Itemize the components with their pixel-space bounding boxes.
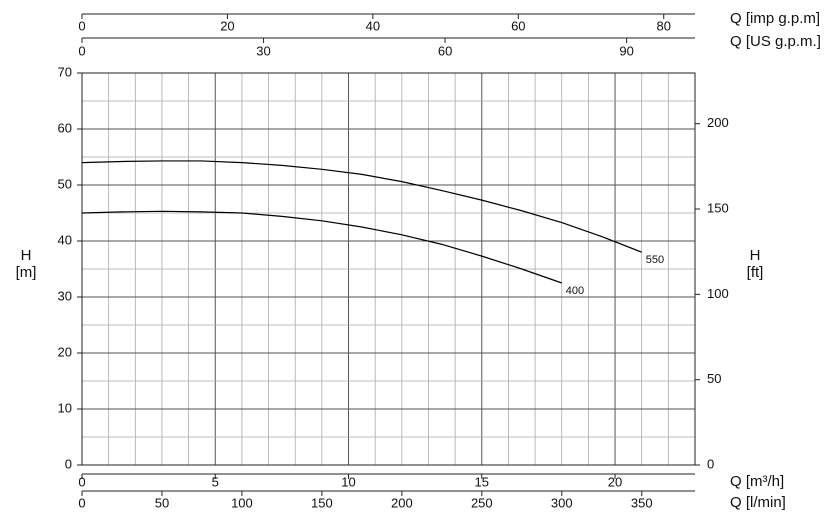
m3h-axis-tick-label: 10 <box>341 474 355 489</box>
curve <box>81 210 562 284</box>
y-tick-label: 50 <box>58 176 72 191</box>
y-tick-label: 70 <box>58 64 72 79</box>
y-tick-label: 20 <box>58 344 72 359</box>
x-axis-tick-label: 200 <box>391 495 413 510</box>
usgpm-axis-tick-label: 30 <box>256 43 270 58</box>
x-axis-tick-label: 100 <box>231 495 253 510</box>
usgpm-axis-tick-label: 60 <box>438 43 452 58</box>
y2-tick-label: 0 <box>707 456 714 471</box>
y-axis-label: H <box>21 247 32 264</box>
usgpm-axis-tick-label: 0 <box>78 43 85 58</box>
y-tick-label: 40 <box>58 232 72 247</box>
impgpm-axis-title: Q [imp g.p.m] <box>730 10 820 27</box>
y-tick-label: 60 <box>58 120 72 135</box>
y2-axis-unit: [ft] <box>747 264 764 281</box>
impgpm-axis-tick-label: 60 <box>511 18 525 33</box>
y2-tick-label: 50 <box>707 371 721 386</box>
x-axis-tick-label: 250 <box>471 495 493 510</box>
x-axis-tick-label: 50 <box>155 495 169 510</box>
plot-frame <box>81 72 696 466</box>
y2-tick-label: 100 <box>707 286 729 301</box>
curve-label: 400 <box>566 285 584 297</box>
impgpm-axis-tick-label: 80 <box>656 18 670 33</box>
m3h-axis-tick-label: 0 <box>78 474 85 489</box>
m3h-axis-title: Q [m³/h] <box>730 473 784 490</box>
m3h-axis-tick-label: 5 <box>212 474 219 489</box>
x-axis-tick-label: 0 <box>78 495 85 510</box>
y2-tick-label: 200 <box>707 115 729 130</box>
usgpm-axis-tick-label: 90 <box>619 43 633 58</box>
curve-label: 550 <box>646 254 664 266</box>
x-axis-tick-label: 300 <box>551 495 573 510</box>
y-tick-label: 10 <box>58 400 72 415</box>
impgpm-axis-tick-label: 40 <box>366 18 380 33</box>
y2-tick-label: 150 <box>707 200 729 215</box>
y-tick-label: 30 <box>58 288 72 303</box>
m3h-axis-tick-label: 20 <box>608 474 622 489</box>
impgpm-axis-tick-label: 0 <box>78 18 85 33</box>
m3h-axis-tick-label: 15 <box>475 474 489 489</box>
impgpm-axis-tick-label: 20 <box>220 18 234 33</box>
x-axis-tick-label: 350 <box>631 495 653 510</box>
x-axis-title: Q [l/min] <box>730 494 786 511</box>
curve <box>81 160 642 253</box>
y-axis-unit: [m] <box>16 264 37 281</box>
x-axis-tick-label: 150 <box>311 495 333 510</box>
y2-axis-label: H <box>750 247 761 264</box>
usgpm-axis-title: Q [US g.p.m.] <box>730 33 821 50</box>
y-tick-label: 0 <box>65 456 72 471</box>
